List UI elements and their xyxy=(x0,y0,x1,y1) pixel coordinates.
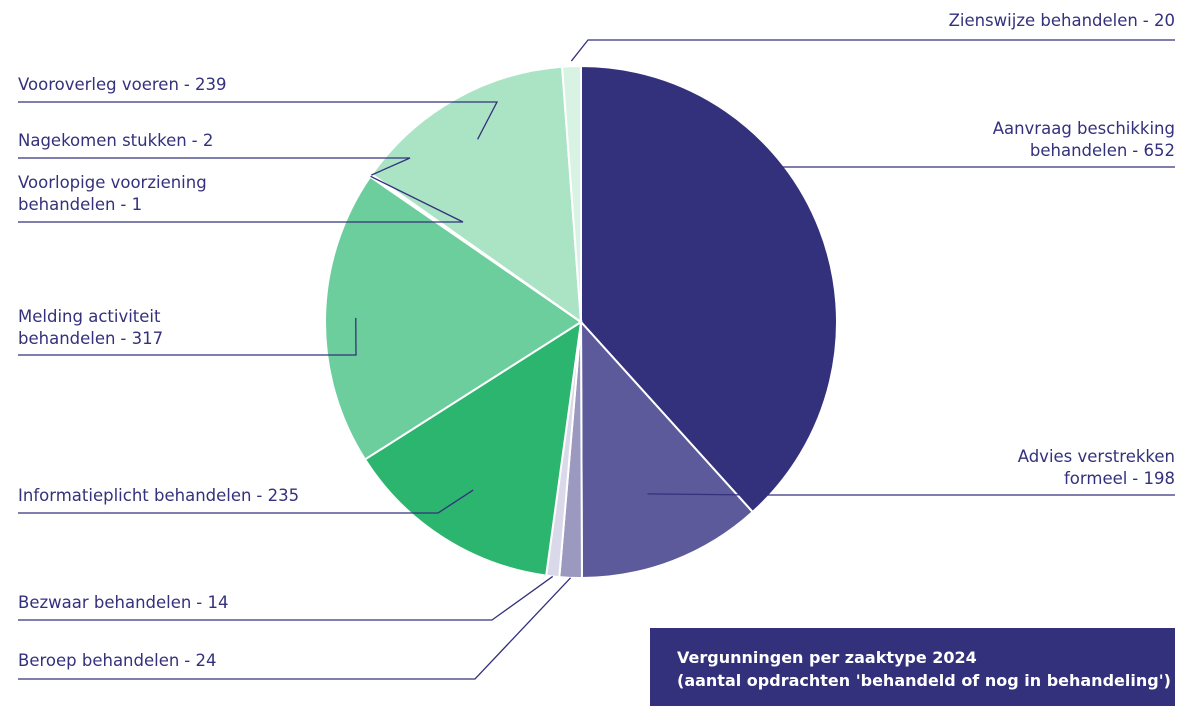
pie-slice xyxy=(561,64,582,323)
slice-label: Aanvraag beschikking behandelen - 652 xyxy=(945,118,1175,162)
pie-slice xyxy=(580,64,838,514)
category-label: Aanvraag beschikking behandelen xyxy=(992,119,1175,160)
slice-label: Advies verstrekken formeel - 198 xyxy=(975,446,1175,490)
pie-slice xyxy=(324,175,583,461)
category-label: Melding activiteit behandelen xyxy=(18,307,161,348)
category-label: Informatieplicht behandelen xyxy=(18,486,252,505)
slice-label: Voorlopige voorziening behandelen - 1 xyxy=(18,172,258,216)
value-label: - 1 xyxy=(120,195,143,214)
title-box: Vergunningen per zaaktype 2024 (aantal o… xyxy=(650,628,1175,706)
leader-line xyxy=(18,175,464,223)
value-label: - 235 xyxy=(256,486,300,505)
leader-line xyxy=(759,166,1175,254)
leader-line xyxy=(18,577,572,680)
slice-label: Beroep behandelen - 24 xyxy=(18,650,338,672)
slice-label: Informatieplicht behandelen - 235 xyxy=(18,485,378,507)
pie-slice xyxy=(363,319,583,577)
leader-line xyxy=(18,489,474,514)
category-label: Nagekomen stukken xyxy=(18,131,187,150)
value-label: - 24 xyxy=(184,651,217,670)
category-label: Vooroverleg voeren xyxy=(18,75,179,94)
value-label: - 317 xyxy=(120,329,164,348)
value-label: - 652 xyxy=(1132,141,1175,160)
leader-line xyxy=(647,493,1175,496)
value-label: - 14 xyxy=(196,593,229,612)
slice-label: Vooroverleg voeren - 239 xyxy=(18,74,338,96)
slice-label: Melding activiteit behandelen - 317 xyxy=(18,306,218,350)
category-label: Advies verstrekken formeel xyxy=(1017,447,1175,488)
pie-slice xyxy=(579,319,755,580)
category-label: Beroep behandelen xyxy=(18,651,180,670)
leader-line xyxy=(18,157,411,176)
leader-line xyxy=(18,101,499,140)
slice-label: Nagekomen stukken - 2 xyxy=(18,130,338,152)
value-label: - 239 xyxy=(183,75,227,94)
value-label: - 20 xyxy=(1142,11,1175,30)
slice-label: Zienswijze behandelen - 20 xyxy=(885,10,1175,32)
leader-line xyxy=(570,39,1175,62)
value-label: - 198 xyxy=(1132,469,1175,488)
value-label: - 2 xyxy=(191,131,214,150)
category-label: Bezwaar behandelen xyxy=(18,593,192,612)
chart-title: Vergunningen per zaaktype 2024 xyxy=(677,648,977,667)
category-label: Zienswijze behandelen xyxy=(948,11,1138,30)
chart-subtitle: (aantal opdrachten 'behandeld of nog in … xyxy=(677,671,1171,690)
leader-line xyxy=(18,575,554,621)
category-label: Voorlopige voorziening behandelen xyxy=(18,173,207,214)
slice-label: Bezwaar behandelen - 14 xyxy=(18,592,338,614)
leader-line xyxy=(18,317,357,356)
